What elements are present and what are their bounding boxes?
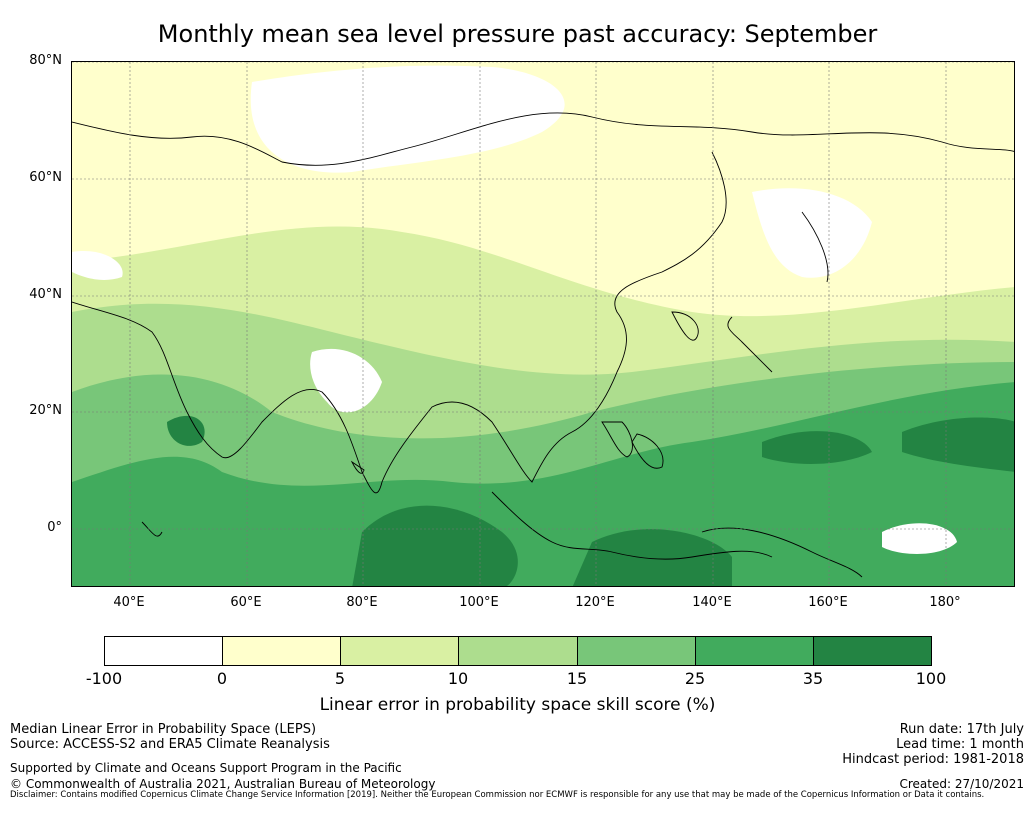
map-canvas bbox=[72, 62, 1014, 586]
colorbar-segment bbox=[695, 637, 814, 665]
lon-label-40e: 40°E bbox=[113, 595, 145, 610]
colorbar-tick: 5 bbox=[334, 669, 346, 688]
created-date: Created: 27/10/2021 bbox=[899, 777, 1024, 791]
lon-label-160e: 160°E bbox=[808, 595, 848, 610]
disclaimer-text: Disclaimer: Contains modified Copernicus… bbox=[10, 790, 985, 800]
score-patch-red-sea bbox=[167, 415, 205, 446]
copyright-text: © Commonwealth of Australia 2021, Austra… bbox=[10, 777, 436, 791]
lon-label-60e: 60°E bbox=[230, 595, 262, 610]
colorbar bbox=[104, 636, 932, 666]
lat-label-80n: 80°N bbox=[29, 53, 62, 68]
colorbar-tick: 10 bbox=[447, 669, 469, 688]
colorbar-tick: 35 bbox=[802, 669, 824, 688]
colorbar-segment bbox=[459, 637, 578, 665]
source-text: Source: ACCESS-S2 and ERA5 Climate Reana… bbox=[10, 737, 330, 752]
colorbar-tick: 100 bbox=[915, 669, 947, 688]
lon-label-100e: 100°E bbox=[459, 595, 499, 610]
lon-label-120e: 120°E bbox=[575, 595, 615, 610]
run-date: Run date: 17th July bbox=[899, 722, 1024, 737]
score-patch-indian-ocean bbox=[352, 505, 518, 586]
score-patch-india-white bbox=[310, 348, 382, 413]
colorbar-tick: -100 bbox=[85, 669, 123, 688]
lon-label-80e: 80°E bbox=[346, 595, 378, 610]
lon-label-140e: 140°E bbox=[692, 595, 732, 610]
method-text: Median Linear Error in Probability Space… bbox=[10, 722, 317, 737]
colorbar-segment bbox=[223, 637, 342, 665]
graticule bbox=[72, 62, 1014, 586]
score-patch-pacific-east bbox=[902, 417, 1014, 472]
colorbar-tick: 0 bbox=[216, 669, 228, 688]
lat-label-60n: 60°N bbox=[29, 170, 62, 185]
colorbar-segment bbox=[341, 637, 460, 665]
lead-time: Lead time: 1 month bbox=[896, 737, 1024, 752]
lat-label-20n: 20°N bbox=[29, 403, 62, 418]
colorbar-segment bbox=[105, 637, 224, 665]
colorbar-segment bbox=[577, 637, 696, 665]
lon-label-180: 180° bbox=[929, 595, 961, 610]
lat-label-40n: 40°N bbox=[29, 287, 62, 302]
hindcast-period: Hindcast period: 1981-2018 bbox=[842, 752, 1024, 767]
score-field-25-35 bbox=[72, 382, 1014, 586]
score-patch-siberia-white bbox=[250, 65, 565, 173]
score-patch-caspian-white bbox=[72, 251, 123, 280]
colorbar-label: Linear error in probability space skill … bbox=[319, 695, 716, 715]
coastlines bbox=[72, 112, 1014, 578]
score-patch-okhotsk-white bbox=[752, 188, 872, 278]
lat-label-0: 0° bbox=[47, 520, 62, 535]
map-title: Monthly mean sea level pressure past acc… bbox=[157, 20, 878, 48]
score-patch-southpacific-white bbox=[882, 523, 957, 554]
support-text: Supported by Climate and Oceans Support … bbox=[10, 761, 402, 775]
score-patch-pacific-west bbox=[762, 431, 872, 464]
colorbar-segment bbox=[813, 637, 931, 665]
colorbar-tick: 25 bbox=[684, 669, 706, 688]
skill-map bbox=[71, 61, 1015, 587]
score-patch-indonesia bbox=[572, 529, 732, 586]
colorbar-tick: 15 bbox=[566, 669, 588, 688]
